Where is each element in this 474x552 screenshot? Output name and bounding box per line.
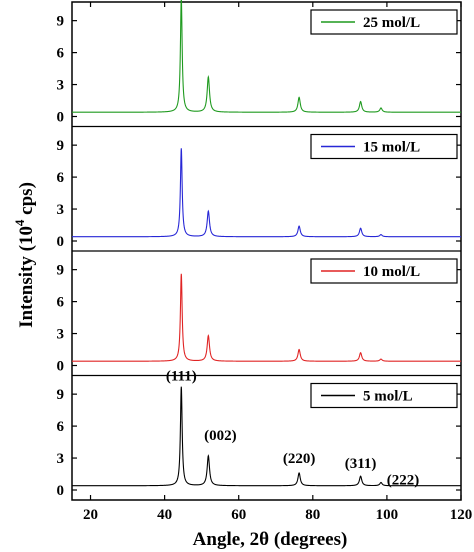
legend-label: 15 mol/L [363, 140, 420, 156]
legend-label: 10 mol/L [363, 264, 420, 280]
y-tick-label: 3 [57, 202, 65, 218]
y-tick-label: 3 [57, 78, 65, 94]
peak-annotation: (002) [204, 428, 237, 444]
x-axis-label: Angle, 2θ (degrees) [193, 529, 348, 550]
x-tick-label: 60 [231, 507, 246, 523]
y-tick-label: 9 [57, 387, 65, 403]
y-tick-label: 9 [57, 263, 65, 279]
legend-label: 25 mol/L [363, 15, 420, 31]
x-tick-label: 40 [157, 507, 172, 523]
legend-10-mol-L: 10 mol/L [310, 258, 458, 284]
series-line-25-mol-L [72, 0, 461, 113]
legend-5-mol-L: 5 mol/L [310, 382, 458, 409]
x-tick-label: 80 [305, 507, 320, 523]
y-tick-label: 0 [57, 110, 65, 126]
y-tick-label: 6 [57, 170, 65, 186]
series-line-5-mol-L [72, 386, 461, 487]
y-tick-label: 0 [57, 234, 65, 250]
x-tick-label: 20 [83, 507, 98, 523]
peak-annotation: (311) [345, 456, 377, 472]
peak-annotation: (220) [283, 451, 316, 467]
y-tick-label: 0 [57, 483, 65, 499]
legend-25-mol-L: 25 mol/L [310, 9, 458, 35]
legend-label: 5 mol/L [363, 389, 413, 405]
legend-box [310, 9, 458, 35]
x-tick-label: 120 [450, 507, 473, 523]
series-line-15-mol-L [72, 148, 461, 238]
series-line-10-mol-L [72, 273, 461, 362]
y-tick-label: 9 [57, 14, 65, 30]
y-axis-label: Intensity (104 cps) [12, 182, 37, 328]
y-tick-label: 6 [57, 419, 65, 435]
peak-annotation: (222) [387, 473, 420, 489]
x-tick-label: 100 [376, 507, 399, 523]
peak-annotation: (111) [166, 369, 197, 385]
y-tick-label: 9 [57, 138, 65, 154]
y-tick-label: 6 [57, 46, 65, 62]
y-tick-label: 3 [57, 327, 65, 343]
y-tick-label: 3 [57, 451, 65, 467]
y-tick-label: 6 [57, 295, 65, 311]
y-tick-label: 0 [57, 359, 65, 375]
legend-15-mol-L: 15 mol/L [310, 133, 458, 160]
